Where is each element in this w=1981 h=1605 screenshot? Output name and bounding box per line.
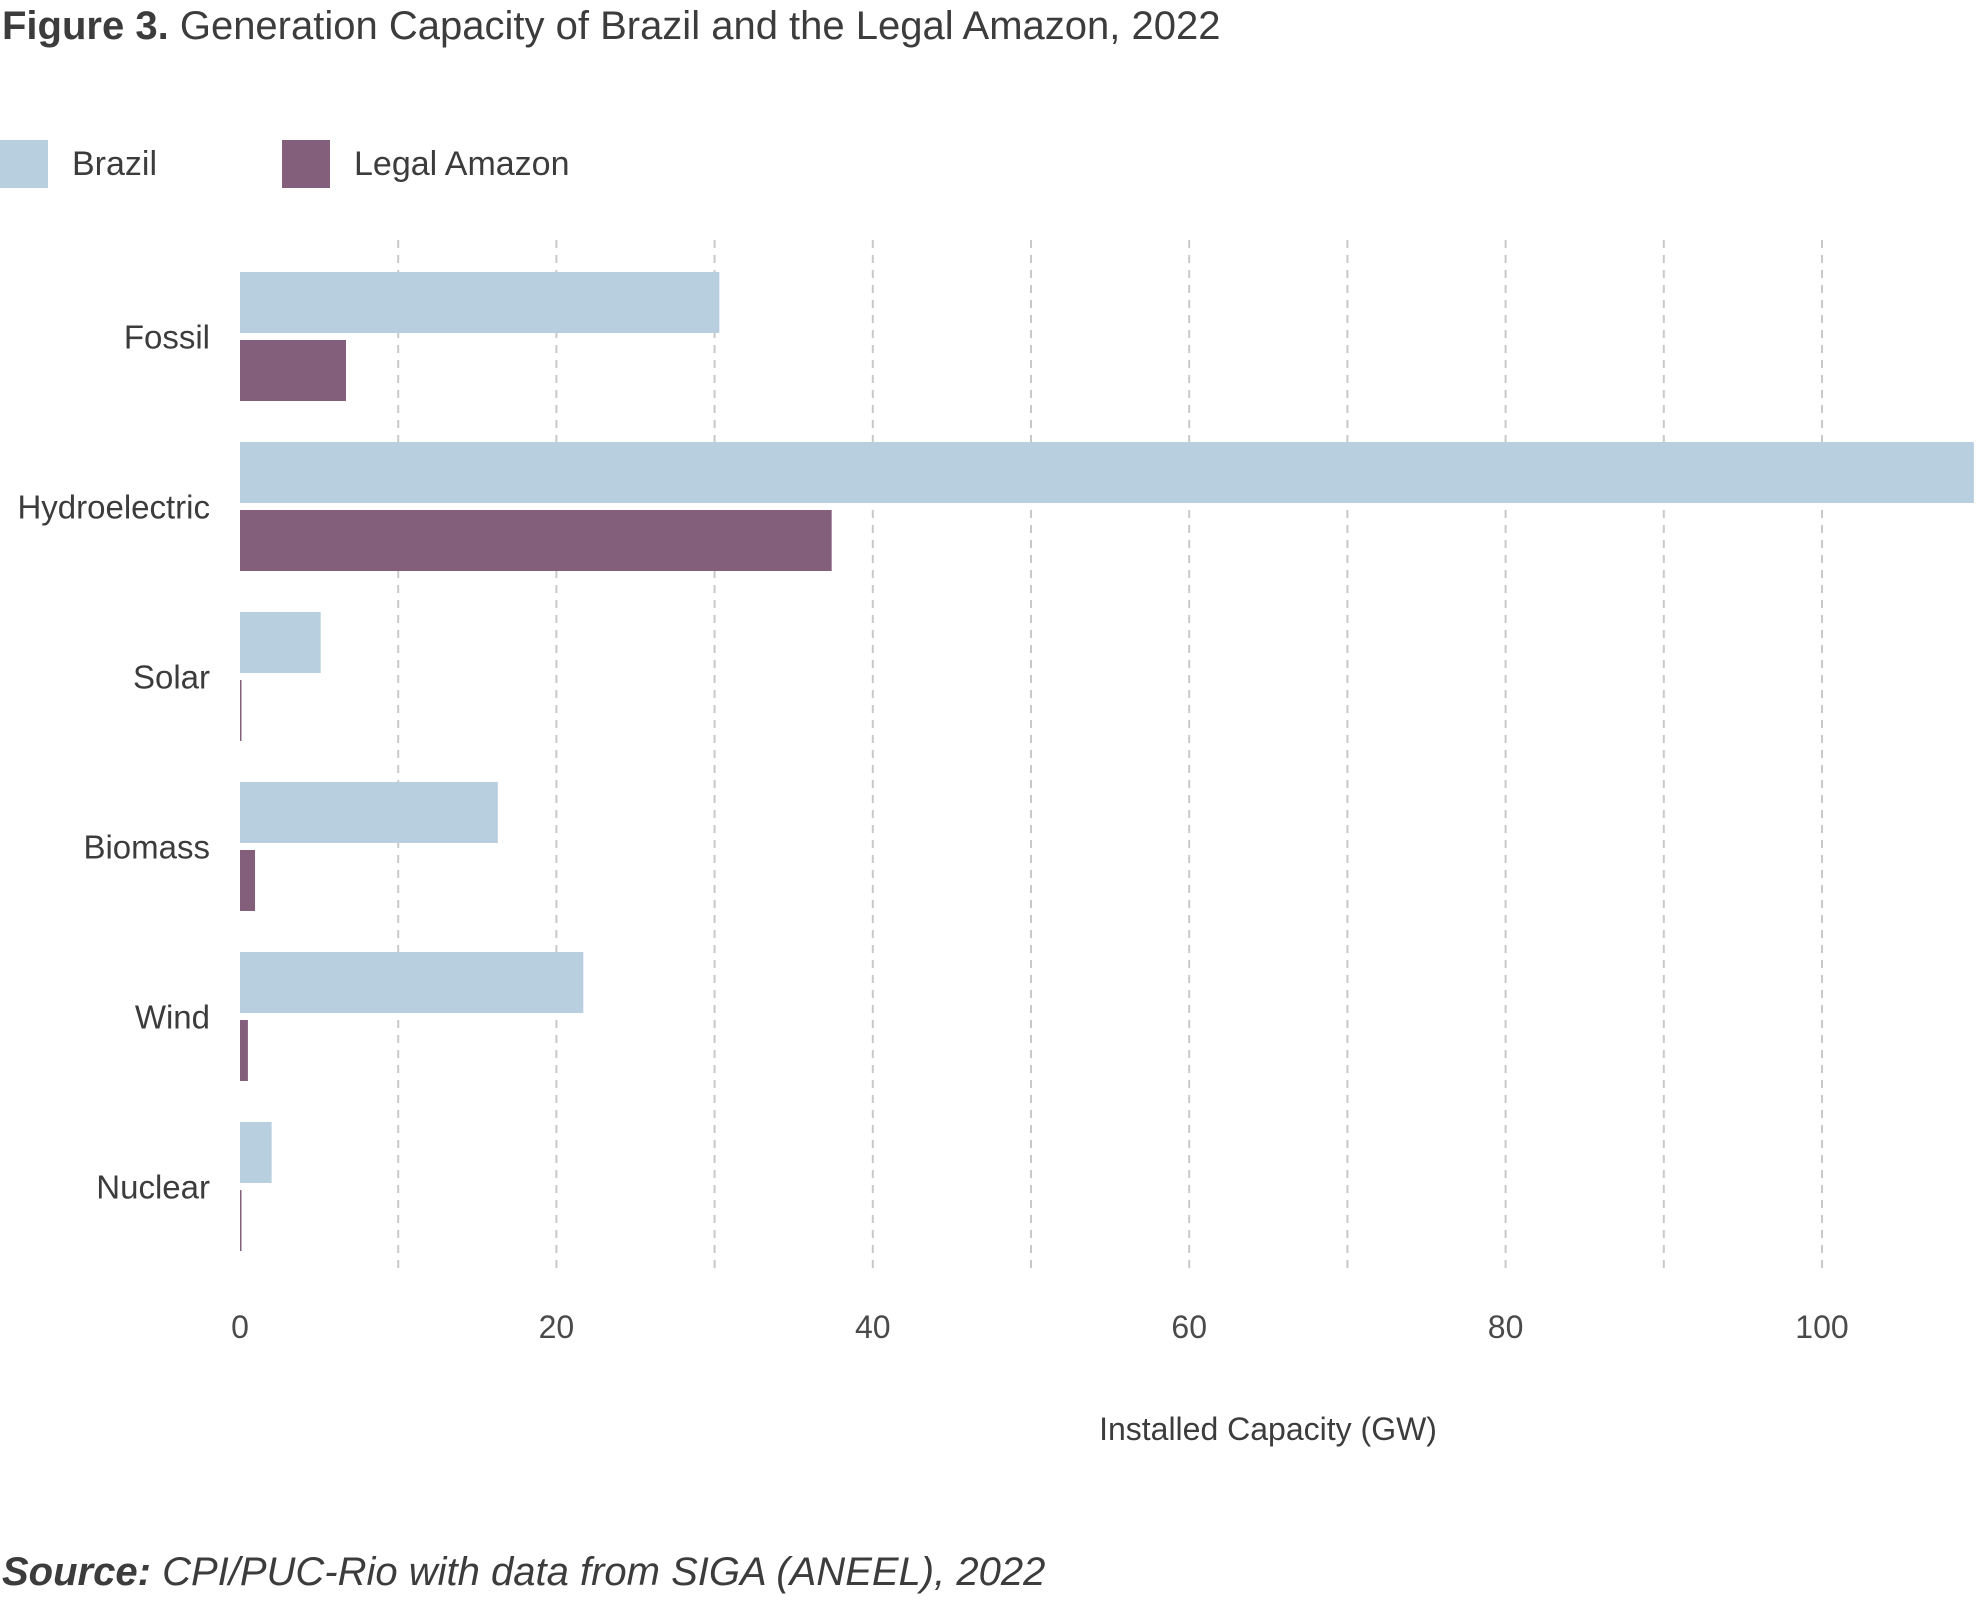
x-axis-title: Installed Capacity (GW) (1099, 1411, 1437, 1447)
x-tick-label-60: 60 (1171, 1309, 1207, 1345)
source-text: CPI/PUC-Rio with data from SIGA (ANEEL),… (162, 1550, 1046, 1594)
bar-biomass-brazil (240, 782, 498, 843)
grid-lines (397, 240, 1823, 1275)
legend-swatch-legal-amazon (282, 140, 330, 188)
category-label-solar: Solar (133, 659, 210, 696)
source-note: Source: CPI/PUC-Rio with data from SIGA … (2, 1550, 1045, 1595)
category-label-hydroelectric: Hydroelectric (17, 489, 210, 526)
x-tick-label-40: 40 (855, 1309, 891, 1345)
legend-label-brazil: Brazil (72, 144, 158, 183)
category-label-fossil: Fossil (124, 319, 210, 356)
bar-hydroelectric-brazil (240, 442, 1974, 503)
bar-wind-legal-amazon (240, 1020, 248, 1081)
bar-biomass-legal-amazon (240, 850, 256, 911)
bar-solar-legal-amazon (240, 680, 242, 741)
x-tick-label-100: 100 (1795, 1309, 1848, 1345)
category-labels: Fossil Hydroelectric Solar Biomass Wind Nucle… (17, 319, 210, 1206)
source-label: Source: (2, 1550, 151, 1594)
bar-hydroelectric-legal-amazon (240, 510, 832, 571)
figure-label: Figure 3. (2, 4, 169, 48)
legend-swatch-brazil (0, 140, 48, 188)
bar-wind-brazil (240, 952, 584, 1013)
legend-item-legal-amazon: Legal Amazon (282, 140, 570, 188)
bar-nuclear-legal-amazon (240, 1190, 242, 1251)
legend-item-brazil: Brazil (0, 140, 157, 188)
bar-fossil-legal-amazon (240, 340, 346, 401)
x-tick-label-0: 0 (231, 1309, 249, 1345)
bars (240, 272, 1974, 1251)
bar-nuclear-brazil (240, 1122, 272, 1183)
legend-label-legal-amazon: Legal Amazon (354, 144, 570, 183)
figure-title: Figure 3. Generation Capacity of Brazil … (2, 2, 1221, 50)
category-label-nuclear: Nuclear (96, 1169, 210, 1206)
x-tick-labels: 0 20 40 60 80 100 (231, 1309, 1849, 1345)
category-label-biomass: Biomass (83, 829, 210, 866)
category-label-wind: Wind (135, 999, 210, 1036)
x-tick-label-80: 80 (1488, 1309, 1524, 1345)
bar-chart: Fossil Hydroelectric Solar Biomass Wind Nucle… (17, 240, 1974, 1447)
x-tick-label-20: 20 (539, 1309, 575, 1345)
figure-title-text: Generation Capacity of Brazil and the Le… (179, 4, 1221, 48)
bar-fossil-brazil (240, 272, 720, 333)
bar-solar-brazil (240, 612, 321, 673)
